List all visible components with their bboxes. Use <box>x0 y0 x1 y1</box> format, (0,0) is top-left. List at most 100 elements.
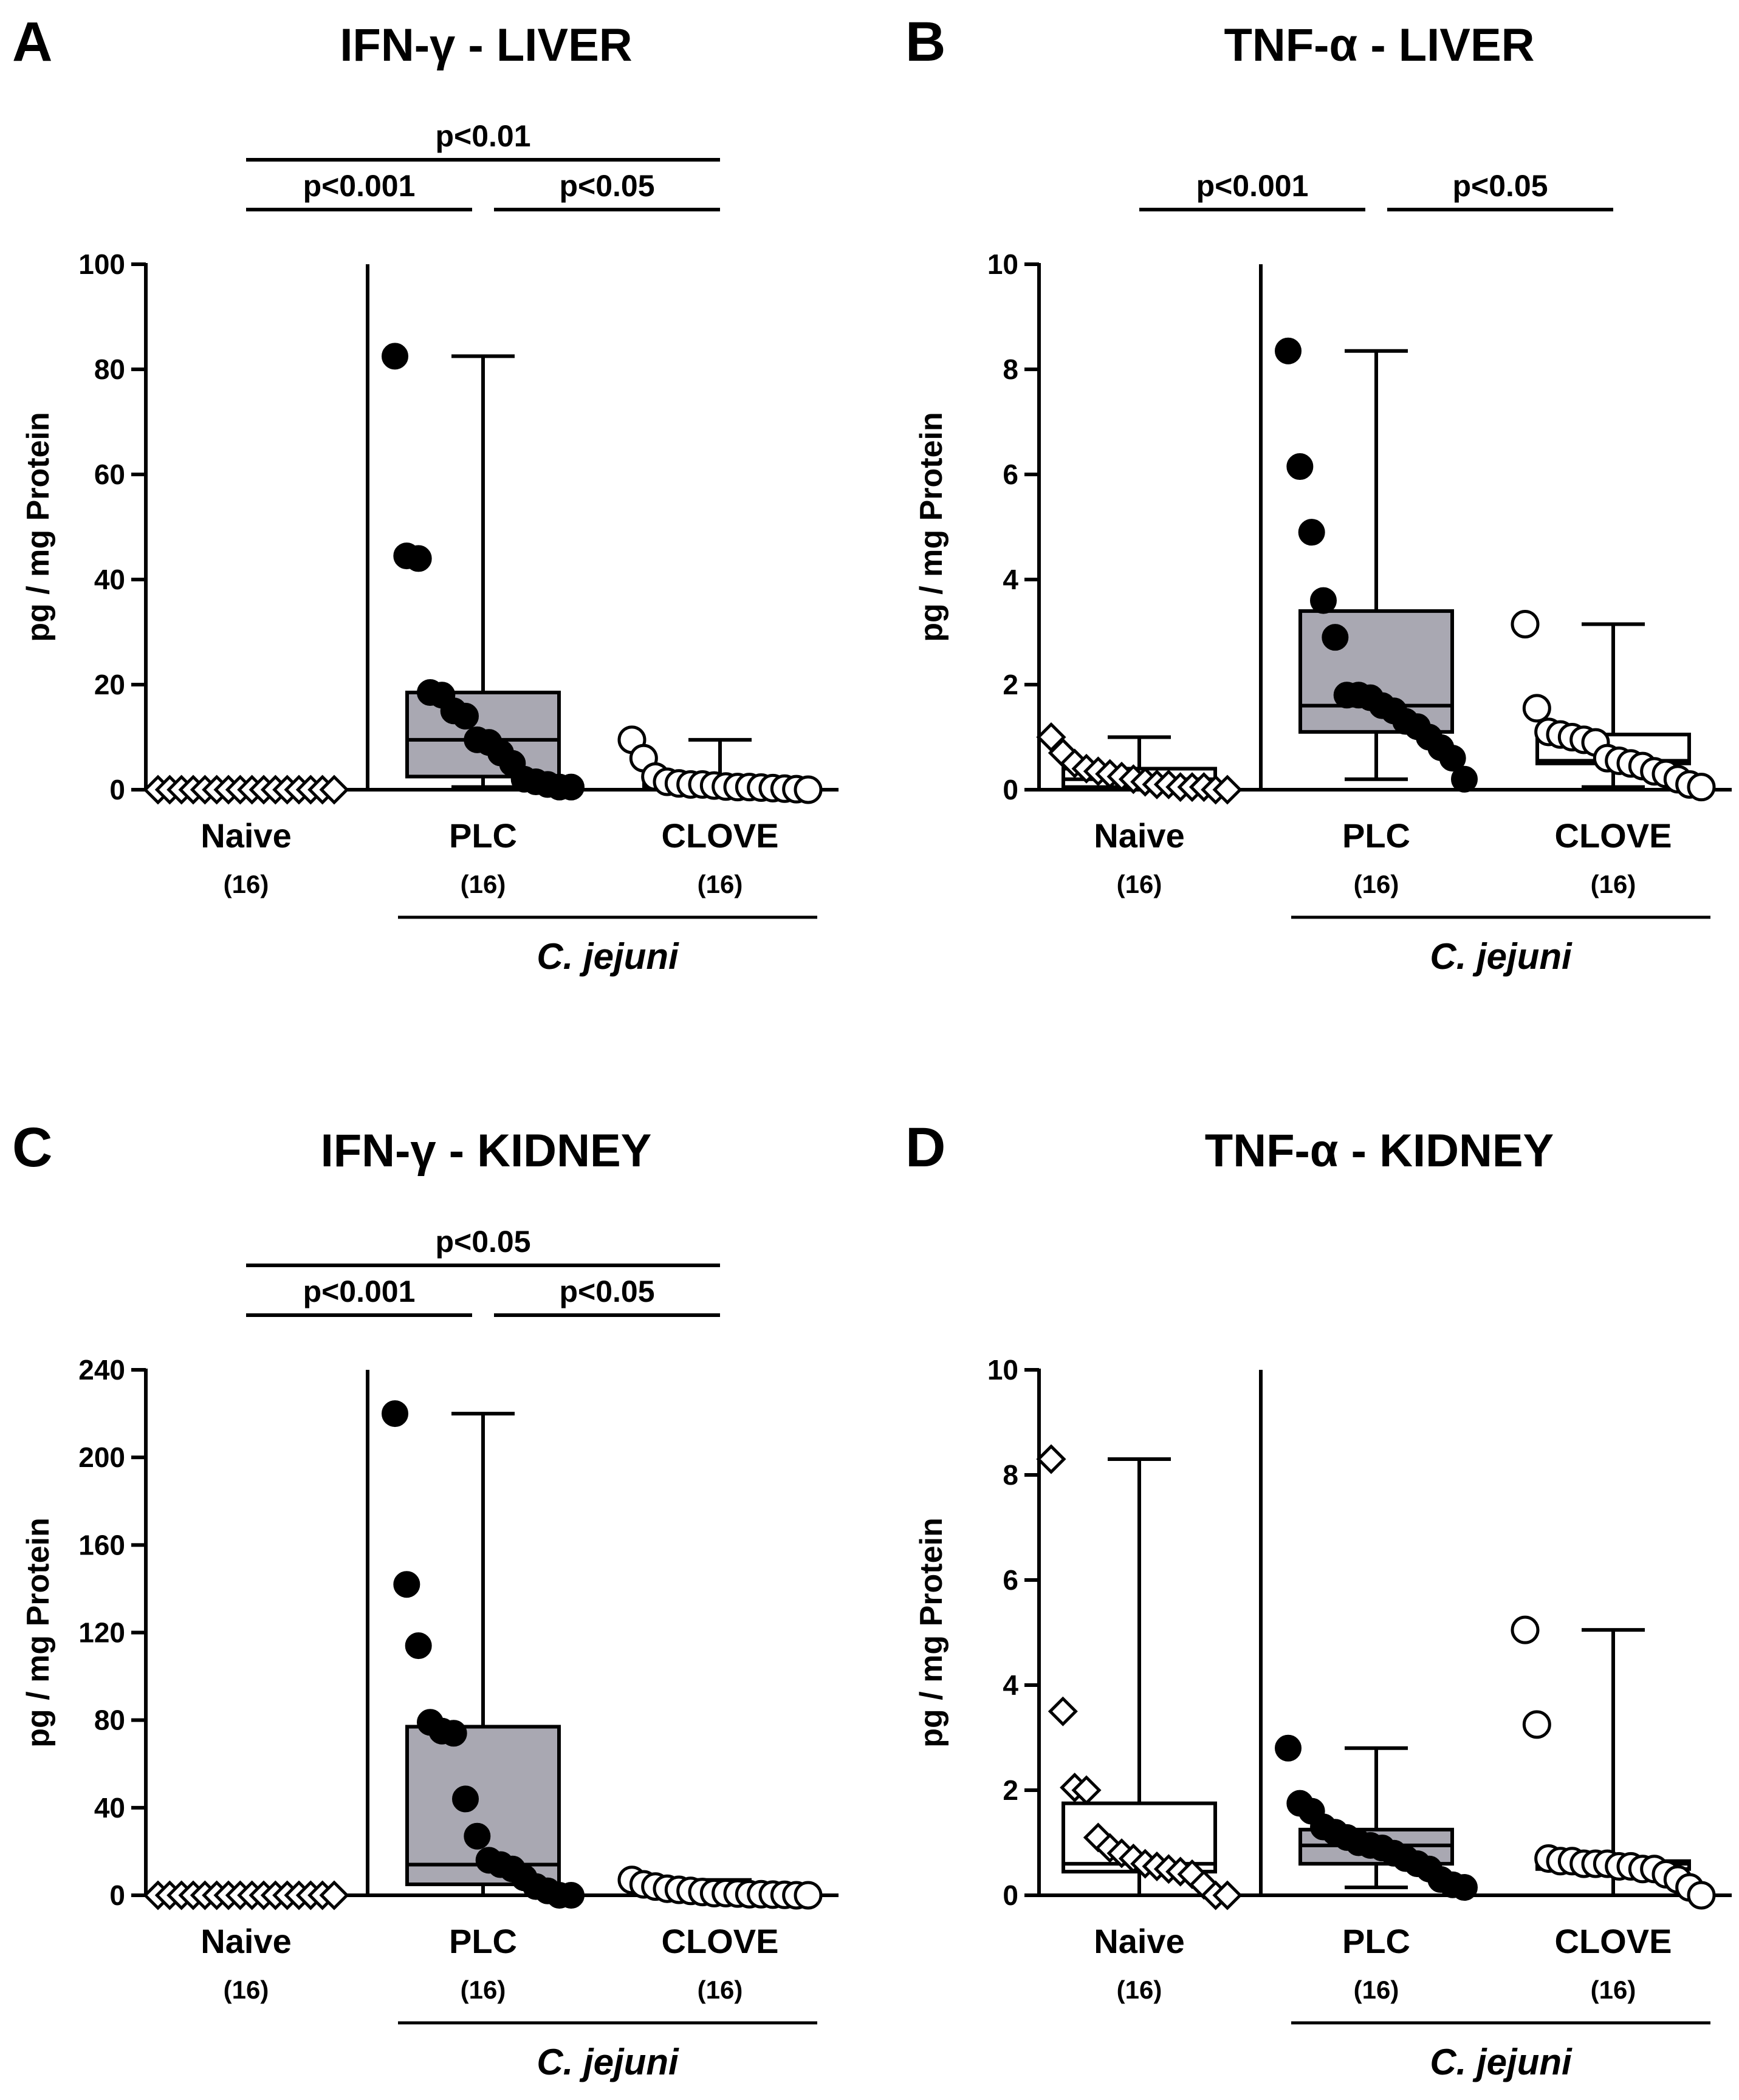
category-plc: PLC (16) <box>382 343 585 898</box>
data-point-open-circle <box>1522 1710 1551 1739</box>
category-label: CLOVE <box>1555 816 1672 855</box>
data-point-filled-circle <box>452 702 479 730</box>
y-tick-label: 2 <box>1003 1774 1018 1806</box>
data-point-diamond <box>1048 1696 1078 1726</box>
category-clove: CLOVE (16) <box>1511 1615 1716 2004</box>
category-n-label: (16) <box>1117 870 1162 898</box>
y-tick-label: 8 <box>1003 354 1018 385</box>
y-tick-label: 6 <box>1003 1564 1018 1596</box>
category-label: PLC <box>449 1922 517 1960</box>
category-n-label: (16) <box>698 1975 743 2004</box>
data-point-filled-circle <box>1322 624 1349 651</box>
category-plc: PLC (16) <box>1275 1734 1478 2004</box>
data-point-filled-circle <box>558 1882 585 1909</box>
category-label: CLOVE <box>662 1922 779 1960</box>
data-point-open-circle <box>1511 610 1540 639</box>
y-tick-label: 60 <box>94 459 125 490</box>
data-point-diamond <box>1036 1444 1066 1474</box>
category-n-label: (16) <box>1354 1975 1399 2004</box>
panel-letter: D <box>905 1117 945 1178</box>
category-label: PLC <box>1342 1922 1410 1960</box>
y-tick-label: 40 <box>94 1792 125 1824</box>
y-tick-label: 120 <box>78 1617 125 1649</box>
panel-letter: C <box>12 1117 52 1178</box>
y-tick-label: 0 <box>1003 774 1018 805</box>
y-tick-label: 160 <box>78 1529 125 1561</box>
category-label: PLC <box>449 816 517 855</box>
panel-d: D TNF-α - KIDNEY pg / mg Protein 0 2 4 6 8 10 Nai… <box>905 1117 1732 2082</box>
category-n-label: (16) <box>461 870 506 898</box>
panel-title: TNF-α - KIDNEY <box>1205 1125 1554 1177</box>
y-tick-label: 8 <box>1003 1459 1018 1491</box>
data-point-diamond <box>319 1880 349 1910</box>
data-point-filled-circle <box>464 1822 491 1850</box>
y-tick-label: 6 <box>1003 459 1018 490</box>
category-label: Naive <box>201 1922 291 1960</box>
category-plc: PLC (16) <box>1275 337 1478 898</box>
group-label: C. jejuni <box>1430 936 1573 977</box>
data-point-filled-circle <box>440 1720 467 1747</box>
category-label: CLOVE <box>662 816 779 855</box>
panel-title: TNF-α - LIVER <box>1224 19 1534 71</box>
category-label: Naive <box>1094 1922 1184 1960</box>
group-label: C. jejuni <box>537 936 679 977</box>
category-n-label: (16) <box>1117 1975 1162 2004</box>
significance-label: p<0.001 <box>1196 169 1309 203</box>
panel-title: IFN-γ - LIVER <box>340 19 632 71</box>
data-point-diamond <box>1071 1775 1102 1805</box>
panel-title: IFN-γ - KIDNEY <box>321 1125 652 1177</box>
y-tick-label: 0 <box>1003 1879 1018 1911</box>
category-plc: PLC (16) <box>382 1400 585 2004</box>
y-tick-label: 200 <box>78 1442 125 1473</box>
y-tick-label: 10 <box>987 248 1018 280</box>
data-point-diamond <box>1212 775 1243 805</box>
data-point-filled-circle <box>558 773 585 801</box>
category-clove: CLOVE (16) <box>1511 610 1716 898</box>
category-naive: Naive (16) <box>1036 1444 1243 2004</box>
category-label: Naive <box>201 816 291 855</box>
data-point-open-circle <box>794 775 823 804</box>
category-label: Naive <box>1094 816 1184 855</box>
y-tick-label: 4 <box>1003 1669 1018 1701</box>
data-point-filled-circle <box>1451 1874 1478 1901</box>
y-axis-label: pg / mg Protein <box>21 1517 56 1747</box>
category-naive: Naive (16) <box>143 775 349 898</box>
category-n-label: (16) <box>461 1975 506 2004</box>
panel-a: A IFN-γ - LIVER pg / mg Protein 0 20 40 60 80 10… <box>12 11 839 977</box>
category-n-label: (16) <box>1591 870 1636 898</box>
data-point-filled-circle <box>452 1785 479 1813</box>
data-point-filled-circle <box>405 1632 432 1660</box>
significance-label: p<0.05 <box>1452 169 1548 203</box>
y-tick-label: 80 <box>94 354 125 385</box>
significance-label: p<0.05 <box>559 169 654 203</box>
data-point-filled-circle <box>1275 1734 1302 1762</box>
data-point-diamond <box>1212 1880 1243 1910</box>
y-tick-label: 0 <box>109 1879 125 1911</box>
significance-label: p<0.001 <box>303 1274 416 1308</box>
data-point-filled-circle <box>393 1571 420 1598</box>
group-label: C. jejuni <box>537 2042 679 2082</box>
panel-c: C IFN-γ - KIDNEY pg / mg Protein 0 40 80 120 16… <box>12 1117 839 2082</box>
significance-label: p<0.01 <box>435 119 530 153</box>
y-tick-label: 0 <box>109 774 125 805</box>
category-n-label: (16) <box>698 870 743 898</box>
data-point-open-circle <box>794 1881 823 1910</box>
y-axis-label: pg / mg Protein <box>914 412 949 641</box>
significance-label: p<0.05 <box>559 1274 654 1308</box>
y-tick-label: 100 <box>78 248 125 280</box>
category-n-label: (16) <box>1354 870 1399 898</box>
category-label: PLC <box>1342 816 1410 855</box>
y-tick-label: 10 <box>987 1354 1018 1386</box>
data-point-open-circle <box>1687 773 1716 802</box>
data-point-diamond <box>319 775 349 805</box>
category-clove: CLOVE (16) <box>617 725 823 898</box>
y-tick-label: 2 <box>1003 669 1018 700</box>
category-clove: CLOVE (16) <box>617 1866 823 2004</box>
significance-label: p<0.05 <box>435 1225 530 1259</box>
group-label: C. jejuni <box>1430 2042 1573 2082</box>
category-n-label: (16) <box>1591 1975 1636 2004</box>
panel-letter: A <box>12 11 52 73</box>
data-point-filled-circle <box>1451 765 1478 793</box>
data-point-filled-circle <box>1286 453 1314 481</box>
